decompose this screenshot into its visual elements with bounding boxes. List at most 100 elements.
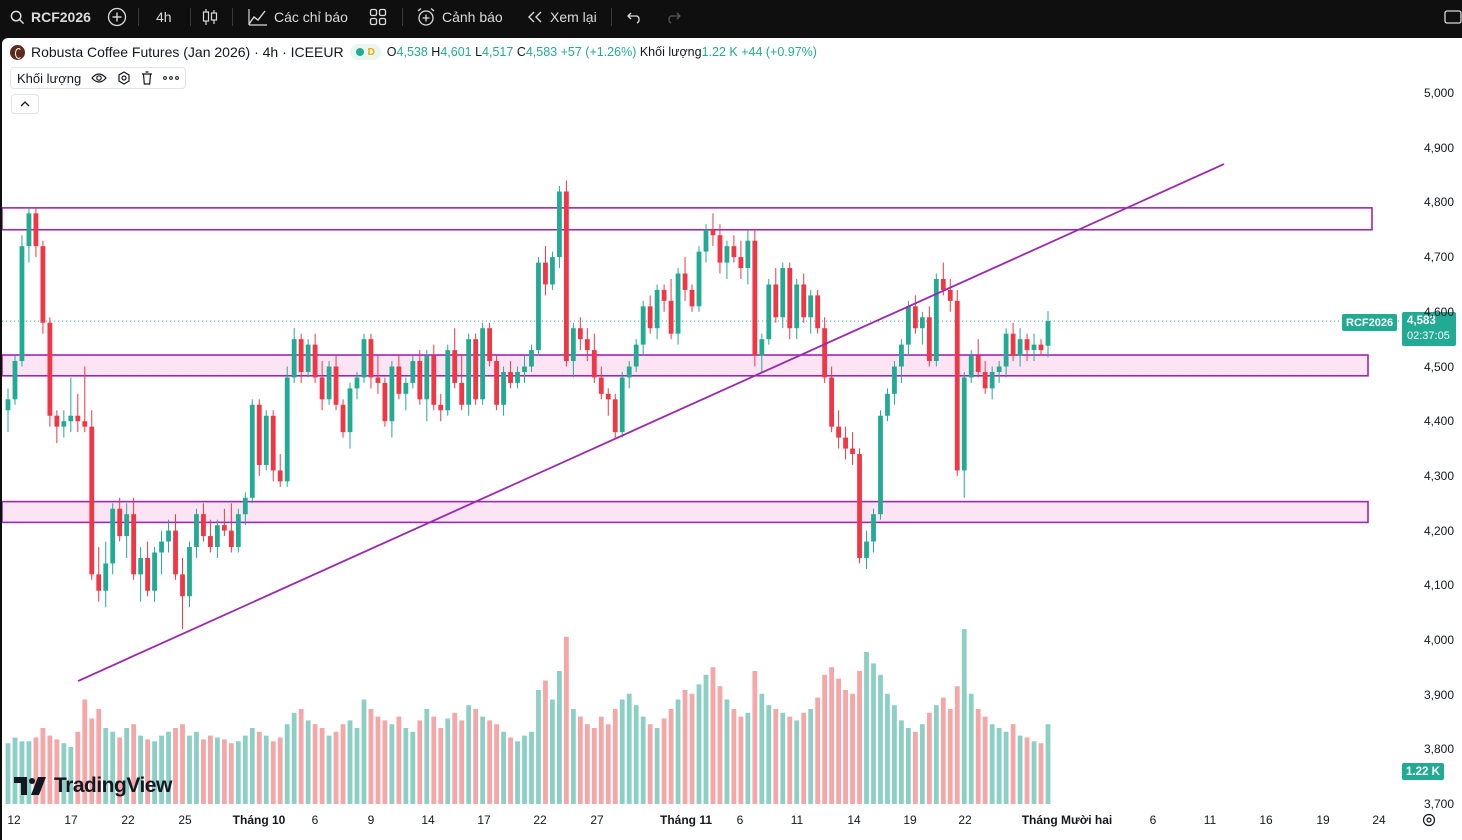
chart-area[interactable]: Robusta Coffee Futures (Jan 2026) · 4h ·… xyxy=(2,38,1462,840)
volume-bar xyxy=(5,743,11,804)
volume-bar xyxy=(389,724,395,804)
price-tick-label: 4,000 xyxy=(1423,633,1454,647)
volume-bar xyxy=(82,699,88,804)
candle-body xyxy=(340,404,346,433)
volume-indicator-row[interactable]: Khối lượng xyxy=(10,67,187,89)
candle-body xyxy=(619,377,625,433)
collapse-legend-button[interactable] xyxy=(11,94,39,114)
low-value: 4,517 xyxy=(482,45,514,59)
chart-type-button[interactable] xyxy=(201,0,219,34)
candle-body xyxy=(242,497,248,515)
price-tick-label: 3,800 xyxy=(1423,742,1454,757)
candle-body xyxy=(187,547,192,597)
interval-button[interactable]: 4h xyxy=(156,0,172,34)
volume-bar xyxy=(263,735,269,804)
volume-bar xyxy=(703,674,709,804)
volume-bar xyxy=(194,731,199,804)
symbol-search-button[interactable]: RCF2026 xyxy=(10,0,91,34)
time-tick-label: Tháng 11 xyxy=(659,813,713,827)
volume-bar xyxy=(543,680,548,804)
volume-bar xyxy=(829,667,835,804)
candle-body xyxy=(403,382,409,394)
replay-button[interactable]: Xem lại xyxy=(526,0,597,34)
candle-body xyxy=(487,328,493,362)
volume-bar xyxy=(1010,724,1016,804)
volume-bar xyxy=(836,678,842,804)
candle-body xyxy=(815,295,821,329)
settings-icon[interactable] xyxy=(117,71,131,85)
price-tick-label: 5,000 xyxy=(1423,86,1454,100)
time-tick-label: 12 xyxy=(7,813,21,827)
volume-bar xyxy=(899,720,904,804)
compare-symbol-button[interactable] xyxy=(107,0,127,34)
candle-body xyxy=(54,415,60,427)
time-tick-label: Tháng Mười hai xyxy=(1021,813,1113,827)
candle-body xyxy=(221,525,227,531)
candle-body xyxy=(940,278,946,290)
more-icon[interactable] xyxy=(163,76,180,80)
time-tick-label: 24 xyxy=(1372,813,1386,827)
undo-button[interactable] xyxy=(626,0,644,34)
price-chart[interactable] xyxy=(2,38,1462,840)
candle-body xyxy=(103,563,109,591)
candle-body xyxy=(89,426,95,575)
toolbar-divider xyxy=(190,8,191,26)
candle-body xyxy=(794,284,800,329)
volume-bar xyxy=(403,728,409,804)
candle-body xyxy=(61,421,67,427)
market-status-badge[interactable]: D xyxy=(349,44,381,60)
volume-bar xyxy=(382,720,388,804)
volume-bar xyxy=(173,728,178,804)
candle-body xyxy=(410,361,416,383)
volume-bar xyxy=(326,735,332,804)
candle-body xyxy=(298,339,304,372)
candle-body xyxy=(1010,333,1016,356)
eye-icon[interactable] xyxy=(91,72,108,84)
volume-bar xyxy=(361,699,367,804)
alert-button[interactable]: Cảnh báo xyxy=(416,0,503,34)
candle-body xyxy=(536,262,541,351)
candle-body xyxy=(368,339,374,378)
candle-body xyxy=(82,421,88,427)
candle-body xyxy=(249,404,255,498)
candle-body xyxy=(899,344,904,367)
layout-templates-button[interactable] xyxy=(369,0,387,34)
settings-gear-button[interactable] xyxy=(1422,813,1436,832)
volume-bar xyxy=(110,731,116,804)
volume-bar xyxy=(249,728,255,804)
candle-body xyxy=(912,306,918,329)
symbol-price-tag: RCF2026 xyxy=(1342,314,1398,331)
volume-bar xyxy=(696,684,702,804)
volume-bar xyxy=(466,705,472,804)
trash-icon[interactable] xyxy=(141,71,153,85)
candle-body xyxy=(605,393,611,400)
trendline xyxy=(77,163,1225,682)
candle-body xyxy=(843,437,848,449)
change-value: +57 (+1.26%) xyxy=(560,45,637,59)
candle-body xyxy=(598,377,604,394)
volume-bar xyxy=(159,735,164,804)
candle-body xyxy=(459,382,465,405)
candle-body xyxy=(291,339,297,378)
candle-body xyxy=(145,557,150,591)
redo-button[interactable] xyxy=(664,0,682,34)
candle-body xyxy=(277,470,283,482)
tradingview-logo[interactable]: TradingView xyxy=(14,774,172,798)
candle-body xyxy=(1045,321,1051,346)
candle-body xyxy=(975,355,981,372)
volume-bar xyxy=(340,724,346,804)
volume-bar xyxy=(180,724,185,804)
indicators-button[interactable]: Các chỉ báo xyxy=(248,0,348,34)
fullscreen-button[interactable] xyxy=(1444,0,1462,34)
price-tick-label: 3,700 xyxy=(1423,797,1454,812)
series-title[interactable]: Robusta Coffee Futures (Jan 2026) · 4h ·… xyxy=(31,44,344,60)
volume-bar xyxy=(536,690,541,804)
time-tick-label: 27 xyxy=(590,813,604,827)
volume-bar xyxy=(131,724,137,804)
time-tick-label: 6 xyxy=(311,813,319,827)
candle-body xyxy=(75,415,81,422)
close-label: C xyxy=(516,45,526,59)
candle-body xyxy=(33,213,39,247)
candle-body xyxy=(864,541,869,558)
candle-body xyxy=(738,257,744,269)
